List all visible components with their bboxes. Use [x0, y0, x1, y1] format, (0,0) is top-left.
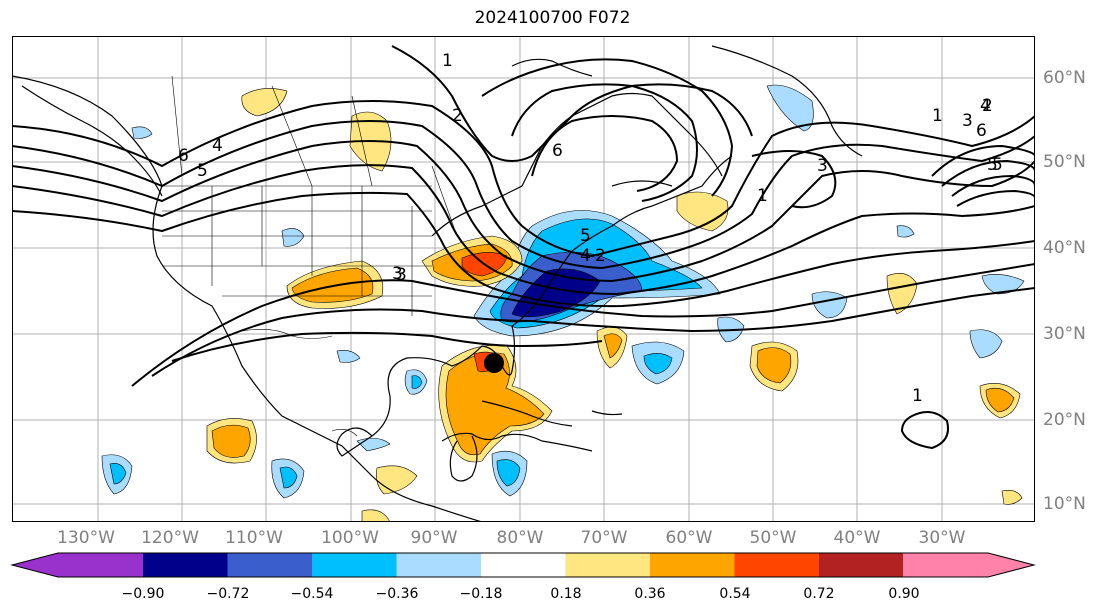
contour-label: 4: [212, 136, 223, 156]
colorbar: [10, 552, 1036, 578]
contour-label: 3: [962, 111, 973, 131]
contour-label-group: 6 5 4 2 3 6 5 1 4 2 1 3 1 2 3 4 5 6 5 3 …: [178, 51, 1003, 406]
colorbar-segment: [565, 553, 651, 577]
lon-label: 90°W: [410, 528, 458, 548]
contour-label: 2: [982, 96, 993, 116]
colorbar-segment: [734, 553, 820, 577]
colorbar-tick: 0.18: [550, 586, 582, 602]
contour-label: 6: [178, 146, 189, 166]
colorbar-segment: [227, 553, 313, 577]
lon-label: 100°W: [321, 528, 379, 548]
colorbar-tick: −0.18: [459, 586, 503, 602]
contour-label: 5: [580, 226, 591, 246]
contour-label: 3: [396, 265, 407, 285]
lon-label: 60°W: [665, 528, 713, 548]
colorbar-segment: [903, 553, 1034, 577]
map-plot: 6 5 4 2 3 6 5 1 4 2 1 3 1 2 3 4 5 6 5 3 …: [12, 36, 1035, 522]
colorbar-segment: [650, 553, 735, 577]
contour-label: 6: [552, 141, 563, 161]
contour-label: 2: [595, 246, 606, 266]
lon-label: 120°W: [141, 528, 199, 548]
contour-label: 5: [987, 155, 998, 175]
lon-label: 130°W: [57, 528, 115, 548]
colorbar-tick: −0.54: [290, 586, 334, 602]
map-title: 2024100700 F072: [474, 8, 631, 28]
contour-label: 4: [580, 246, 591, 266]
colorbar-tick: 0.54: [719, 586, 751, 602]
political-borders: [162, 75, 458, 437]
colorbar-tick: 0.72: [803, 586, 835, 602]
contour-label: 4: [980, 96, 991, 116]
colorbar-segment: [396, 553, 482, 577]
lat-label: 10°N: [1043, 494, 1086, 514]
lon-label: 80°W: [496, 528, 544, 548]
colorbar-segment: [312, 553, 397, 577]
map-frame: [12, 36, 1035, 522]
colorbar-segment: [12, 553, 143, 577]
colorbar-segment: [143, 553, 228, 577]
contour-label: 1: [912, 386, 923, 406]
contour-lines: [12, 45, 1035, 450]
storm-center-marker: [484, 353, 504, 373]
colorbar-tick: 0.90: [888, 586, 920, 602]
colorbar-tick: −0.90: [121, 586, 165, 602]
colorbar-segment: [819, 553, 904, 577]
contour-label: 2: [452, 106, 463, 126]
lat-label: 20°N: [1043, 410, 1086, 430]
contour-label: 1: [442, 51, 453, 71]
lon-label: 30°W: [918, 528, 966, 548]
colorbar-segment: [481, 553, 566, 577]
contour-label: 5: [992, 155, 1003, 175]
colorbar-tick: −0.36: [375, 586, 419, 602]
colorbar-tick: 0.36: [634, 586, 666, 602]
contour-label: 3: [817, 156, 828, 176]
lon-label: 110°W: [225, 528, 283, 548]
contour-label: 6: [976, 121, 987, 141]
contour-label: 1: [757, 186, 768, 206]
contour-label: 5: [197, 161, 208, 181]
lon-label: 50°W: [749, 528, 797, 548]
contour-label: 1: [932, 106, 943, 126]
lat-label: 50°N: [1043, 152, 1086, 172]
lat-label: 60°N: [1043, 68, 1086, 88]
lon-label: 40°W: [833, 528, 881, 548]
lat-label: 30°N: [1043, 324, 1086, 344]
colorbar-tick: −0.72: [206, 586, 250, 602]
lat-label: 40°N: [1043, 238, 1086, 258]
lon-label: 70°W: [580, 528, 628, 548]
contour-label: 3: [392, 264, 403, 284]
